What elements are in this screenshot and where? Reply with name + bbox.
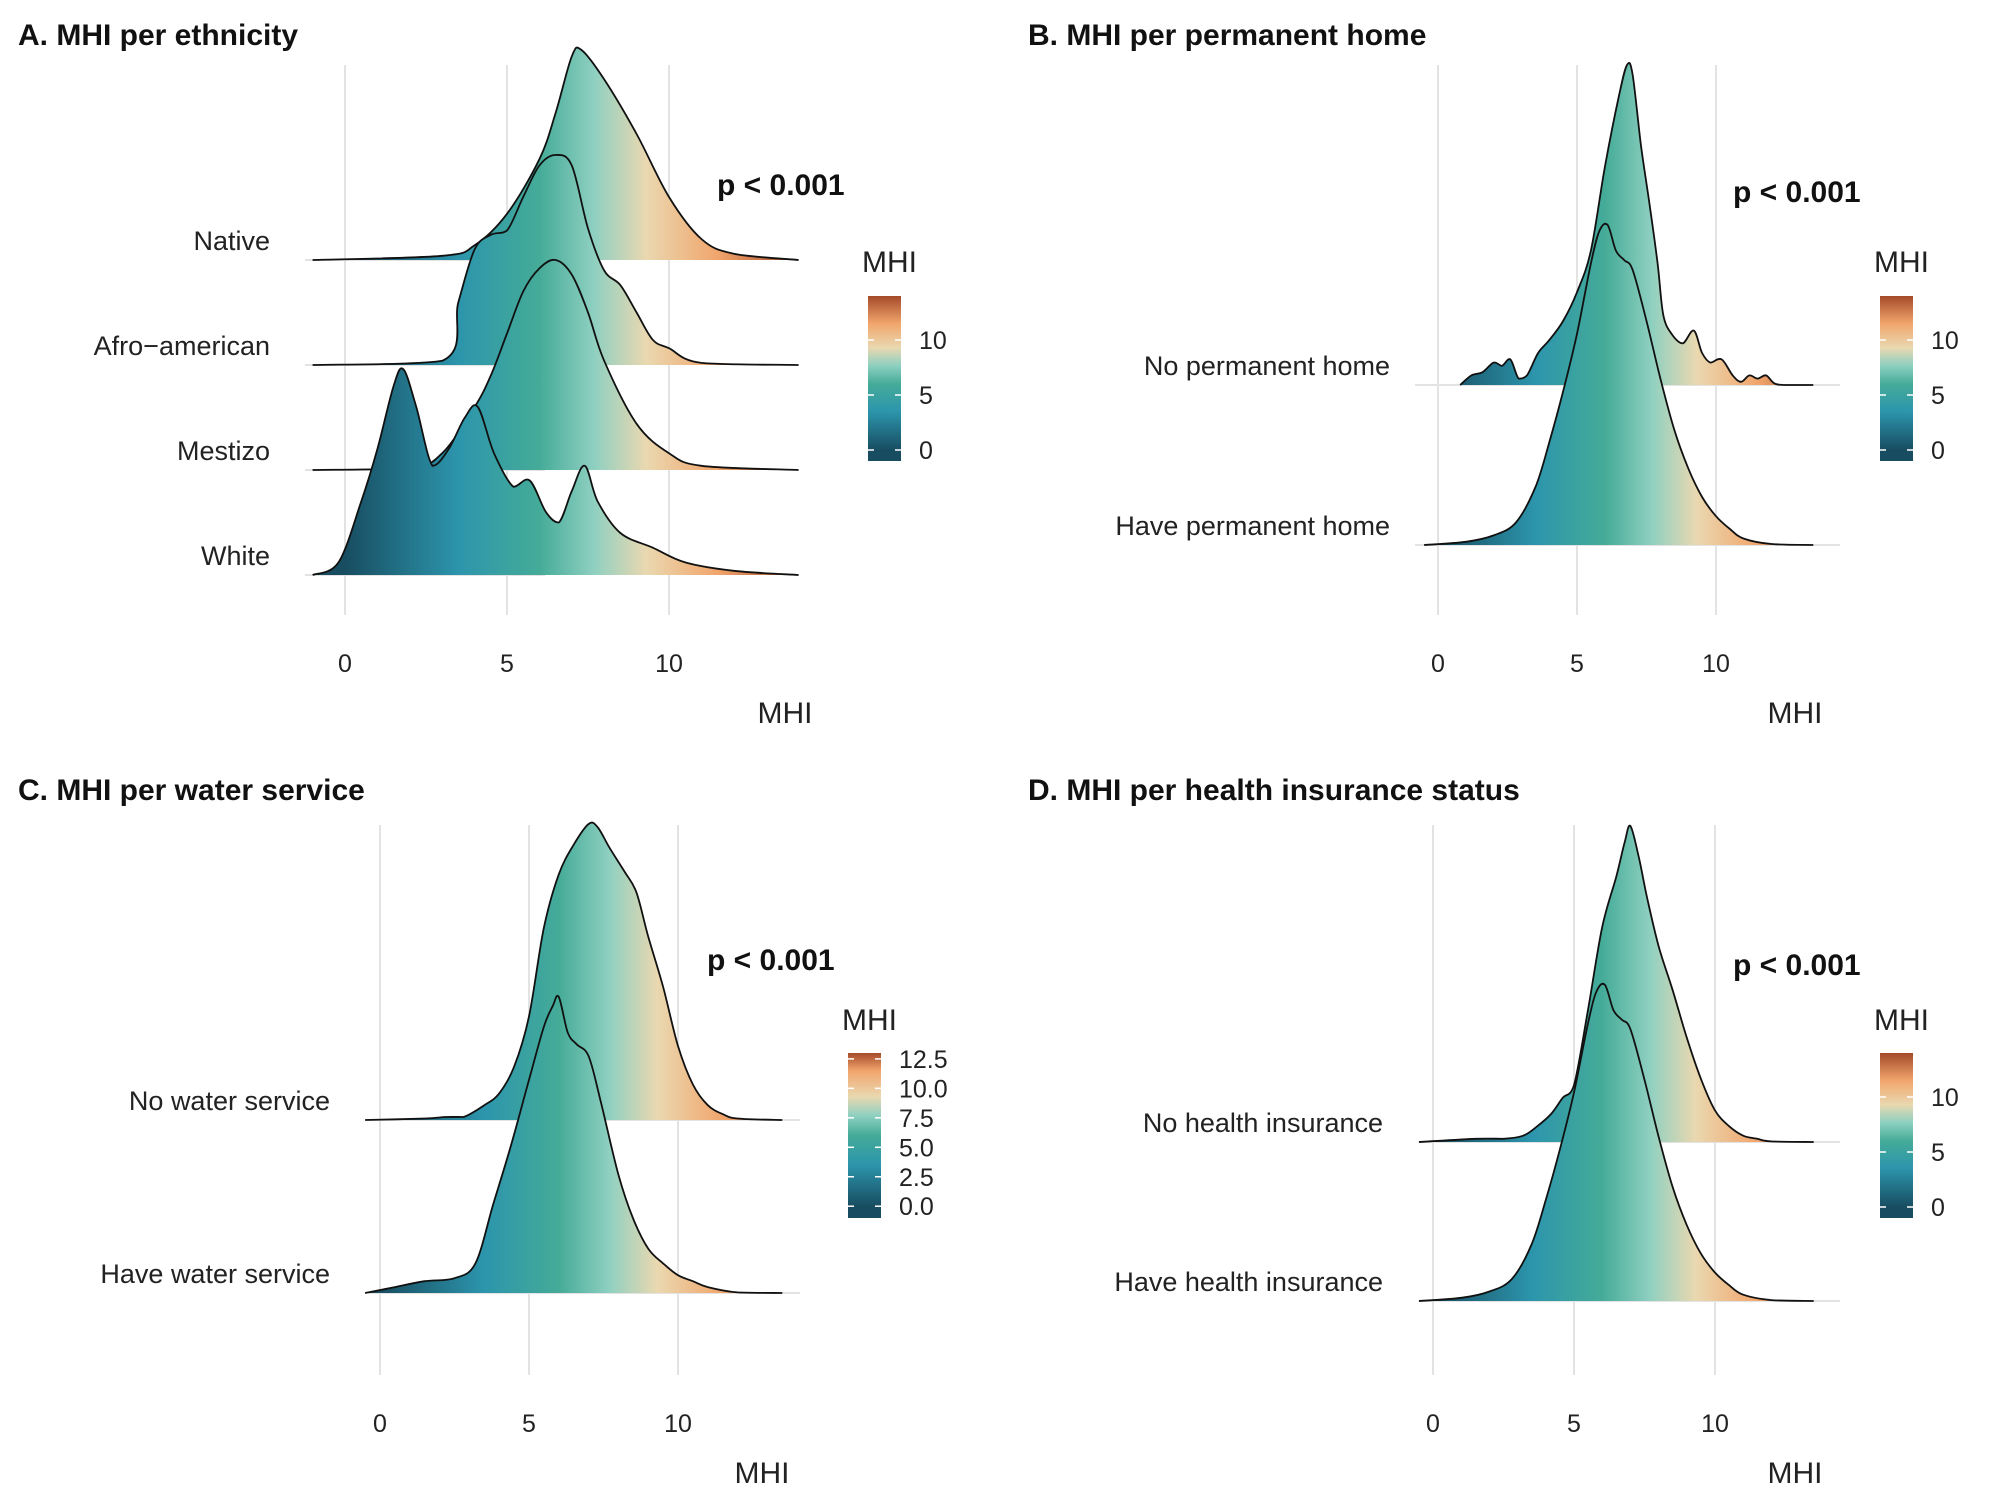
legend-tick-label: 5.0 — [899, 1134, 934, 1162]
legend-title: MHI — [862, 246, 917, 279]
legend-title: MHI — [1874, 246, 1929, 279]
density-area-1 — [365, 822, 783, 1120]
legend-tick-label: 10 — [919, 327, 947, 355]
density-line-4 — [312, 367, 799, 576]
legend-tick-label: 5 — [1931, 1139, 1945, 1167]
category-label: No water service — [129, 1086, 330, 1116]
x-tick-label: 5 — [1570, 650, 1584, 678]
density-area-1 — [312, 47, 799, 260]
color-legend: MHI 0 5 10 — [862, 246, 947, 465]
legend-tick-label: 0 — [1931, 1194, 1945, 1222]
x-tick-label: 10 — [655, 650, 683, 678]
category-label: White — [201, 541, 270, 571]
x-tick-label: 0 — [1426, 1410, 1440, 1438]
density-line-1 — [365, 821, 783, 1121]
panel-title: A. MHI per ethnicity — [18, 19, 298, 52]
legend-tick-label: 10 — [1931, 1084, 1959, 1112]
panel-title: C. MHI per water service — [18, 774, 365, 807]
x-axis-title: MHI — [758, 697, 813, 730]
legend-tick-label: 7.5 — [899, 1105, 934, 1133]
legend-title: MHI — [842, 1004, 897, 1037]
x-tick-label: 10 — [664, 1410, 692, 1438]
color-legend: MHI 0.02.55.07.510.012.5 — [842, 1004, 948, 1221]
legend-title: MHI — [1874, 1004, 1929, 1037]
density-line-1 — [1418, 824, 1814, 1143]
category-label: Have health insurance — [1114, 1267, 1383, 1297]
chart-panel-4: D. MHI per health insurance status No hea… — [1028, 774, 1959, 1490]
legend-tick-label: 0 — [1931, 437, 1945, 465]
legend-tick-label: 10 — [1931, 327, 1959, 355]
legend-tick-label: 12.5 — [899, 1046, 948, 1074]
density-area-2 — [1424, 223, 1814, 545]
legend-colorbar — [848, 1053, 881, 1218]
category-label: Have permanent home — [1115, 511, 1390, 541]
density-line-2 — [312, 154, 799, 366]
legend-tick-label: 0 — [919, 437, 933, 465]
density-line-1 — [1459, 62, 1814, 386]
density-area-2 — [365, 995, 783, 1293]
legend-colorbar — [1880, 1053, 1913, 1218]
color-legend: MHI 0 5 10 — [1874, 246, 1959, 465]
category-label: Native — [193, 226, 270, 256]
panel-title: D. MHI per health insurance status — [1028, 774, 1520, 807]
density-area-4 — [312, 368, 799, 575]
x-tick-label: 5 — [522, 1410, 536, 1438]
chart-panel-3: C. MHI per water service No water service… — [18, 774, 948, 1490]
category-label: No permanent home — [1144, 351, 1390, 381]
density-line-1 — [312, 46, 799, 261]
legend-tick-label: 0.0 — [899, 1193, 934, 1221]
density-area-1 — [1418, 825, 1814, 1142]
p-value-annotation: p < 0.001 — [1733, 176, 1861, 209]
x-tick-label: 5 — [500, 650, 514, 678]
x-tick-label: 0 — [1431, 650, 1445, 678]
legend-colorbar — [868, 296, 901, 461]
category-label: Mestizo — [177, 436, 270, 466]
x-axis-title: MHI — [1768, 697, 1823, 730]
x-tick-label: 10 — [1702, 650, 1730, 678]
legend-colorbar — [1880, 296, 1913, 461]
density-line-2 — [1424, 222, 1814, 546]
p-value-annotation: p < 0.001 — [1733, 949, 1861, 982]
density-area-2 — [1418, 983, 1814, 1301]
density-line-2 — [1418, 982, 1814, 1302]
legend-tick-label: 10.0 — [899, 1075, 948, 1103]
chart-panel-1: A. MHI per ethnicity Native Afro−american M… — [18, 19, 947, 730]
x-tick-label: 0 — [338, 650, 352, 678]
legend-tick-label: 5 — [1931, 382, 1945, 410]
legend-tick-label: 5 — [919, 382, 933, 410]
x-axis-title: MHI — [1768, 1457, 1823, 1490]
density-area-1 — [1460, 62, 1814, 385]
p-value-annotation: p < 0.001 — [707, 944, 835, 977]
panel-title: B. MHI per permanent home — [1028, 19, 1426, 52]
x-tick-label: 5 — [1567, 1410, 1581, 1438]
category-label: Have water service — [100, 1259, 330, 1289]
color-legend: MHI 0 5 10 — [1874, 1004, 1959, 1222]
x-axis-title: MHI — [735, 1457, 790, 1490]
x-tick-label: 0 — [373, 1410, 387, 1438]
category-label: No health insurance — [1143, 1108, 1383, 1138]
density-area-3 — [312, 259, 799, 470]
density-line-2 — [364, 994, 783, 1294]
legend-tick-label: 2.5 — [899, 1164, 934, 1192]
chart-panel-2: B. MHI per permanent home No permanent ho… — [1028, 19, 1959, 730]
category-label: Afro−american — [94, 331, 270, 361]
x-tick-label: 10 — [1701, 1410, 1729, 1438]
p-value-annotation: p < 0.001 — [717, 169, 845, 202]
